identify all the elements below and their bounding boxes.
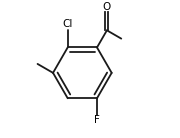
Text: O: O — [103, 2, 111, 12]
Text: F: F — [94, 116, 100, 125]
Text: Cl: Cl — [62, 19, 73, 29]
